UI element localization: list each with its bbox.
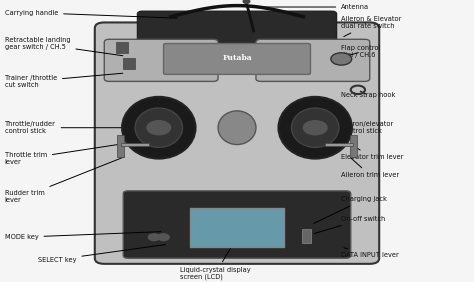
Text: Throttle/rudder
control stick: Throttle/rudder control stick xyxy=(5,121,142,134)
Ellipse shape xyxy=(279,97,352,158)
FancyBboxPatch shape xyxy=(123,191,351,258)
Bar xyxy=(123,58,135,69)
Bar xyxy=(190,208,284,247)
Bar xyxy=(116,42,128,53)
Circle shape xyxy=(147,121,171,135)
FancyBboxPatch shape xyxy=(256,39,370,81)
Circle shape xyxy=(331,53,352,65)
Text: Rudder trim
lever: Rudder trim lever xyxy=(5,157,125,203)
Text: Antenna: Antenna xyxy=(256,4,369,10)
Ellipse shape xyxy=(122,97,196,158)
Text: Neck strap hook: Neck strap hook xyxy=(341,91,396,98)
Circle shape xyxy=(148,234,160,241)
Text: Trainer /throttle
cut switch: Trainer /throttle cut switch xyxy=(5,73,123,88)
Text: Flap control
dial / CH.6: Flap control dial / CH.6 xyxy=(341,45,381,58)
Text: Charging jack: Charging jack xyxy=(314,196,387,223)
Text: On-off switch: On-off switch xyxy=(314,216,385,233)
Bar xyxy=(121,143,149,146)
Circle shape xyxy=(303,121,327,135)
Text: Retractable landing
gear switch / CH.5: Retractable landing gear switch / CH.5 xyxy=(5,37,123,56)
Text: SELECT key: SELECT key xyxy=(38,244,165,263)
Text: Liquid-crystal display
screen (LCD): Liquid-crystal display screen (LCD) xyxy=(180,240,251,280)
Text: Aileron & Elevator
dual rate switch: Aileron & Elevator dual rate switch xyxy=(341,16,401,37)
Ellipse shape xyxy=(292,108,339,147)
Text: Futaba: Futaba xyxy=(222,54,252,61)
Text: DATA INPUT lever: DATA INPUT lever xyxy=(341,248,399,258)
Circle shape xyxy=(158,234,169,241)
FancyBboxPatch shape xyxy=(104,39,218,81)
Ellipse shape xyxy=(135,108,182,147)
Text: Aileron trim lever: Aileron trim lever xyxy=(341,158,400,179)
FancyBboxPatch shape xyxy=(95,23,379,264)
Bar xyxy=(117,135,124,157)
Bar xyxy=(302,229,311,243)
Text: Throttle trim
lever: Throttle trim lever xyxy=(5,144,124,165)
Bar xyxy=(325,143,353,146)
FancyBboxPatch shape xyxy=(137,11,337,45)
Bar xyxy=(350,135,357,157)
Ellipse shape xyxy=(218,111,256,145)
Text: MODE key: MODE key xyxy=(5,232,161,240)
Circle shape xyxy=(243,0,250,3)
Text: Carrying handle: Carrying handle xyxy=(5,10,177,18)
Text: Aileron/elevator
control stick: Aileron/elevator control stick xyxy=(332,121,394,134)
FancyBboxPatch shape xyxy=(164,43,310,74)
Text: Elevator trim lever: Elevator trim lever xyxy=(341,145,404,160)
